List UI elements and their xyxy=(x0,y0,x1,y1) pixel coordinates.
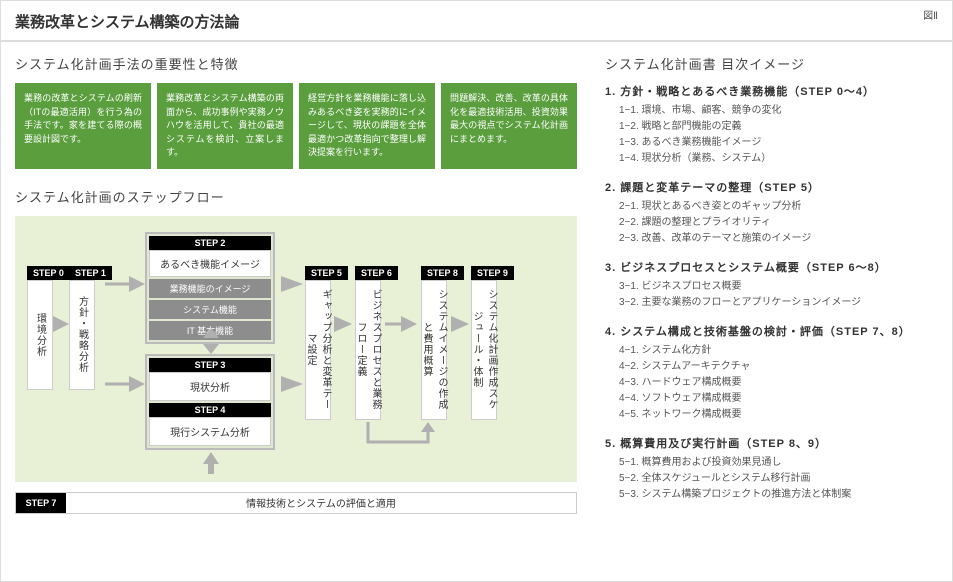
toc-section: 3. ビジネスプロセスとシステム概要（STEP 6～8） 3−1. ビジネスプロセ… xyxy=(605,259,922,311)
green-feature-boxes: 業務の改革とシステムの刷新（ITの最適活用）を行う為の手法です。家を建てる際の概… xyxy=(15,83,577,169)
toc-item: 1−2. 戦略と部門機能の定義 xyxy=(619,119,922,135)
toc-item: 1−3. あるべき業務機能イメージ xyxy=(619,135,922,151)
arrow-icon xyxy=(281,276,303,292)
green-box-1: 業務の改革とシステムの刷新（ITの最適活用）を行う為の手法です。家を建てる際の概… xyxy=(15,83,151,169)
double-arrow-icon xyxy=(203,328,219,354)
arrow-icon xyxy=(334,316,352,332)
green-box-4: 問題解決、改善、改革の具体化を最適技術活用、投資効果最大の視点でシステム化計画に… xyxy=(441,83,577,169)
toc-section: 1. 方針・戦略とあるべき業務機能（STEP 0～4） 1−1. 環境、市場、顧客… xyxy=(605,83,922,167)
step-6-label: STEP 6 xyxy=(355,266,398,280)
step-8-title: システムイメージの作成と費用概算 xyxy=(421,280,447,420)
toc-head: 2. 課題と変革テーマの整理（STEP 5） xyxy=(605,179,922,195)
toc-title: システム化計画書 目次イメージ xyxy=(605,54,922,73)
step-3-label: STEP 3 xyxy=(149,358,271,372)
step-5-title: ギャップ分析と変革テーマ設定 xyxy=(305,280,331,420)
toc-item: 4−4. ソフトウェア構成概要 xyxy=(619,391,922,407)
step-1-title: 方針・戦略分析 xyxy=(69,280,95,390)
toc-item: 4−5. ネットワーク構成概要 xyxy=(619,407,922,423)
arrow-icon xyxy=(385,316,417,332)
arrow-icon xyxy=(451,316,469,332)
green-box-2: 業務改革とシステム構築の両面から、成功事例や実務ノウハウを活用して、貴社の最適シ… xyxy=(157,83,293,169)
step-9: STEP 9 システム化計画作成スケジュール・体制 xyxy=(471,266,514,420)
stepflow-diagram: STEP 0 環境分析 STEP 1 方針・戦略分析 STEP 2 あるべき機能… xyxy=(15,216,577,482)
step-2-label: STEP 2 xyxy=(149,236,271,250)
toc-container: 1. 方針・戦略とあるべき業務機能（STEP 0～4） 1−1. 環境、市場、顧客… xyxy=(605,83,922,503)
toc-head: 3. ビジネスプロセスとシステム概要（STEP 6～8） xyxy=(605,259,922,275)
step-3-title: 現状分析 xyxy=(149,372,271,401)
toc-item: 1−4. 現状分析（業務、システム） xyxy=(619,151,922,167)
arrow-icon xyxy=(281,376,303,392)
step-7-label: STEP 7 xyxy=(16,493,66,513)
left-column: システム化計画手法の重要性と特徴 業務の改革とシステムの刷新（ITの最適活用）を… xyxy=(1,42,591,525)
section-title-importance: システム化計画手法の重要性と特徴 xyxy=(15,54,577,73)
step-0-label: STEP 0 xyxy=(27,266,70,280)
toc-section: 4. システム構成と技術基盤の検討・評価（STEP 7、8） 4−1. システム化… xyxy=(605,323,922,423)
step-2-title: あるべき機能イメージ xyxy=(149,250,271,277)
page-title: 業務改革とシステム構築の方法論 xyxy=(1,1,952,42)
step-9-title: システム化計画作成スケジュール・体制 xyxy=(471,280,497,420)
toc-item: 2−3. 改善、改革のテーマと施策のイメージ xyxy=(619,231,922,247)
step-7-title: 情報技術とシステムの評価と適用 xyxy=(66,495,576,510)
l-arrow-icon xyxy=(363,422,443,452)
step-5-label: STEP 5 xyxy=(305,266,348,280)
toc-item: 2−2. 課題の整理とプライオリティ xyxy=(619,215,922,231)
green-box-3: 経営方針を業務機能に落し込みあるべき姿を実務的にイメージして、現状の課題を全体最… xyxy=(299,83,435,169)
step-4-title: 現行システム分析 xyxy=(149,417,271,446)
toc-item: 5−1. 概算費用および投資効果見通し xyxy=(619,455,922,471)
toc-item: 4−3. ハードウェア構成概要 xyxy=(619,375,922,391)
step-6: STEP 6 ビジネスプロセスと業務フロー定義 xyxy=(355,266,398,420)
arrow-icon xyxy=(105,276,145,292)
step-8: STEP 8 システムイメージの作成と費用概算 xyxy=(421,266,464,420)
toc-item: 3−1. ビジネスプロセス概要 xyxy=(619,279,922,295)
toc-item: 4−1. システム化方針 xyxy=(619,343,922,359)
toc-item: 1−1. 環境、市場、顧客、競争の変化 xyxy=(619,103,922,119)
step-3-4-group: STEP 3 現状分析 STEP 4 現行システム分析 xyxy=(145,354,275,450)
step-4-label: STEP 4 xyxy=(149,403,271,417)
toc-section: 5. 概算費用及び実行計画（STEP 8、9） 5−1. 概算費用および投資効果見… xyxy=(605,435,922,503)
arrow-icon xyxy=(53,316,69,332)
step-7-bar: STEP 7 情報技術とシステムの評価と適用 xyxy=(15,492,577,514)
step-0-title: 環境分析 xyxy=(27,280,53,390)
toc-item: 3−2. 主要な業務のフローとアプリケーションイメージ xyxy=(619,295,922,311)
toc-item: 5−3. システム構築プロジェクトの推進方法と体制案 xyxy=(619,487,922,503)
arrow-icon xyxy=(105,376,145,392)
step-6-title: ビジネスプロセスと業務フロー定義 xyxy=(355,280,381,420)
toc-head: 5. 概算費用及び実行計画（STEP 8、9） xyxy=(605,435,922,451)
up-arrow-icon xyxy=(203,452,219,474)
toc-head: 1. 方針・戦略とあるべき業務機能（STEP 0～4） xyxy=(605,83,922,99)
step-2-sub-1: 業務機能のイメージ xyxy=(149,279,271,298)
figure-label: 図Ⅱ xyxy=(923,7,938,22)
toc-item: 5−2. 全体スケジュールとシステム移行計画 xyxy=(619,471,922,487)
toc-item: 4−2. システムアーキテクチャ xyxy=(619,359,922,375)
step-9-label: STEP 9 xyxy=(471,266,514,280)
step-8-label: STEP 8 xyxy=(421,266,464,280)
toc-item: 2−1. 現状とあるべき姿とのギャップ分析 xyxy=(619,199,922,215)
step-2-sub-2: システム機能 xyxy=(149,300,271,319)
section-title-stepflow: システム化計画のステップフロー xyxy=(15,187,577,206)
toc-head: 4. システム構成と技術基盤の検討・評価（STEP 7、8） xyxy=(605,323,922,339)
step-5: STEP 5 ギャップ分析と変革テーマ設定 xyxy=(305,266,348,420)
right-column: システム化計画書 目次イメージ 1. 方針・戦略とあるべき業務機能（STEP 0… xyxy=(591,42,936,525)
toc-section: 2. 課題と変革テーマの整理（STEP 5） 2−1. 現状とあるべき姿とのギャッ… xyxy=(605,179,922,247)
